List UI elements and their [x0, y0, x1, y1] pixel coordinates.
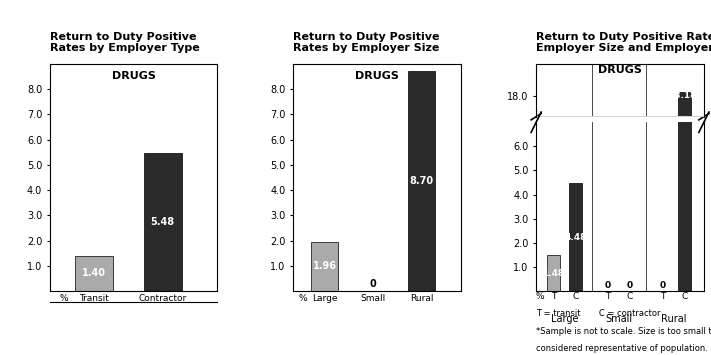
Bar	[678, 92, 691, 355]
Text: 0: 0	[370, 279, 377, 289]
Text: 1.40: 1.40	[82, 268, 106, 278]
Bar	[311, 242, 338, 291]
Text: T = transit       C = contractor: T = transit C = contractor	[536, 309, 661, 318]
Text: 1.96: 1.96	[313, 261, 336, 271]
Text: 0: 0	[627, 281, 633, 290]
Text: DRUGS: DRUGS	[355, 71, 399, 81]
Text: Small: Small	[605, 315, 633, 324]
Text: 5.48: 5.48	[151, 217, 175, 227]
Text: DRUGS: DRUGS	[112, 71, 156, 81]
Text: 1.48: 1.48	[542, 269, 565, 278]
Text: considered representative of population.: considered representative of population.	[536, 344, 708, 353]
Bar	[678, 0, 691, 291]
Text: 0: 0	[659, 281, 665, 290]
Text: Return to Duty Positive
Rates by Employer Type: Return to Duty Positive Rates by Employe…	[50, 32, 200, 53]
Bar	[547, 255, 560, 291]
Text: Large: Large	[551, 315, 578, 324]
Text: 0: 0	[605, 281, 611, 290]
Bar	[569, 183, 582, 291]
Text: *Sample is not to scale. Size is too small to be: *Sample is not to scale. Size is too sma…	[536, 327, 711, 335]
Bar	[144, 153, 181, 291]
Text: Return to Duty Positive Rates by
Employer Size and Employer Type: Return to Duty Positive Rates by Employe…	[536, 32, 711, 53]
Text: 4.48: 4.48	[565, 233, 587, 241]
Text: 18.18*: 18.18*	[668, 91, 701, 100]
Text: Rural: Rural	[661, 315, 686, 324]
Bar	[408, 71, 435, 291]
Text: 8.70: 8.70	[410, 176, 434, 186]
Text: DRUGS: DRUGS	[598, 65, 642, 76]
Text: Return to Duty Positive
Rates by Employer Size: Return to Duty Positive Rates by Employe…	[293, 32, 439, 53]
Bar	[75, 256, 113, 291]
